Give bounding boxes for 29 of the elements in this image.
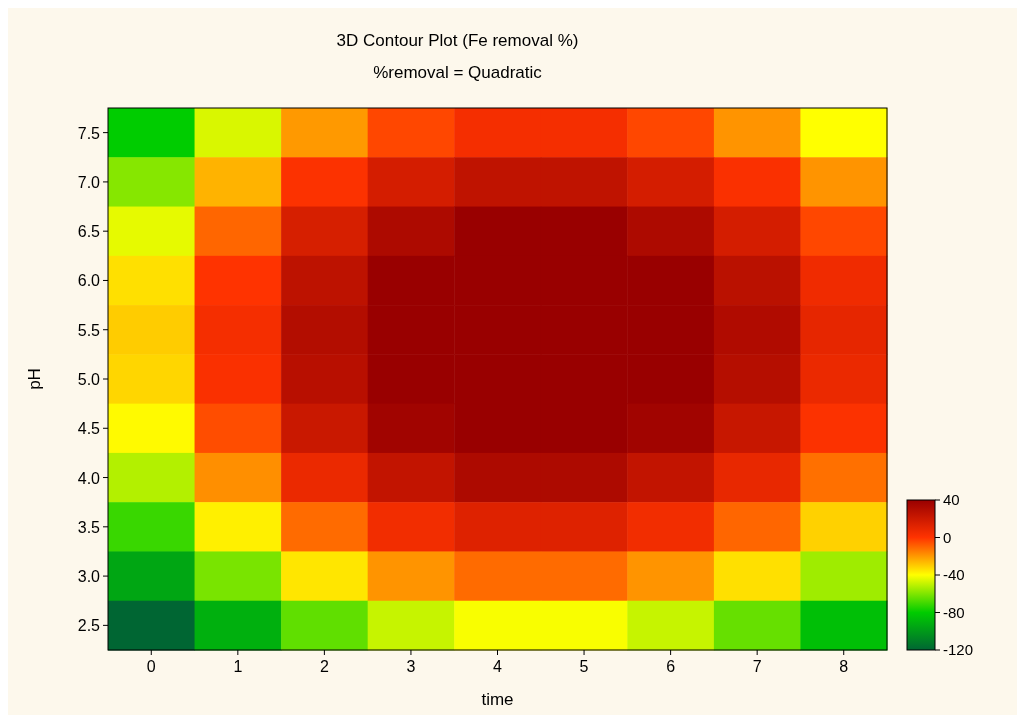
x-tick-label: 8 <box>839 658 849 675</box>
color-bar-label: 0 <box>943 528 952 546</box>
y-tick-label: 4.5 <box>77 420 101 438</box>
y-tick-label: 3.0 <box>77 568 101 586</box>
color-bar-label: -120 <box>943 641 974 658</box>
x-axis-title: time <box>481 690 514 709</box>
y-tick-label: 7.0 <box>77 173 101 191</box>
chart-title: 3D Contour Plot (Fe removal %) <box>336 31 579 50</box>
chart-subtitle: %removal = Quadratic <box>373 63 543 82</box>
y-tick-label: 6.5 <box>77 223 101 241</box>
y-tick-label: 2.5 <box>77 617 101 635</box>
color-bar-label: -80 <box>943 603 965 621</box>
x-tick-label: 5 <box>579 658 589 675</box>
x-tick-label: 3 <box>406 658 416 675</box>
y-tick-label: 4.0 <box>77 469 101 487</box>
y-tick-label: 5.5 <box>77 321 101 339</box>
y-tick-label: 5.0 <box>77 371 101 388</box>
x-tick-label: 6 <box>666 658 676 675</box>
y-tick-label: 3.5 <box>77 518 101 536</box>
color-bar-label: -40 <box>943 566 965 583</box>
y-tick-label: 7.5 <box>77 124 101 142</box>
y-tick-label: 6.0 <box>77 272 101 290</box>
x-tick-label: 2 <box>319 658 329 675</box>
x-tick-label: 7 <box>752 658 762 675</box>
color-bar-label: 40 <box>943 491 960 508</box>
x-tick-label: 4 <box>493 658 503 675</box>
y-axis-title: pH <box>25 368 44 390</box>
x-tick-label: 0 <box>146 658 156 675</box>
x-tick-label: 1 <box>233 658 243 675</box>
